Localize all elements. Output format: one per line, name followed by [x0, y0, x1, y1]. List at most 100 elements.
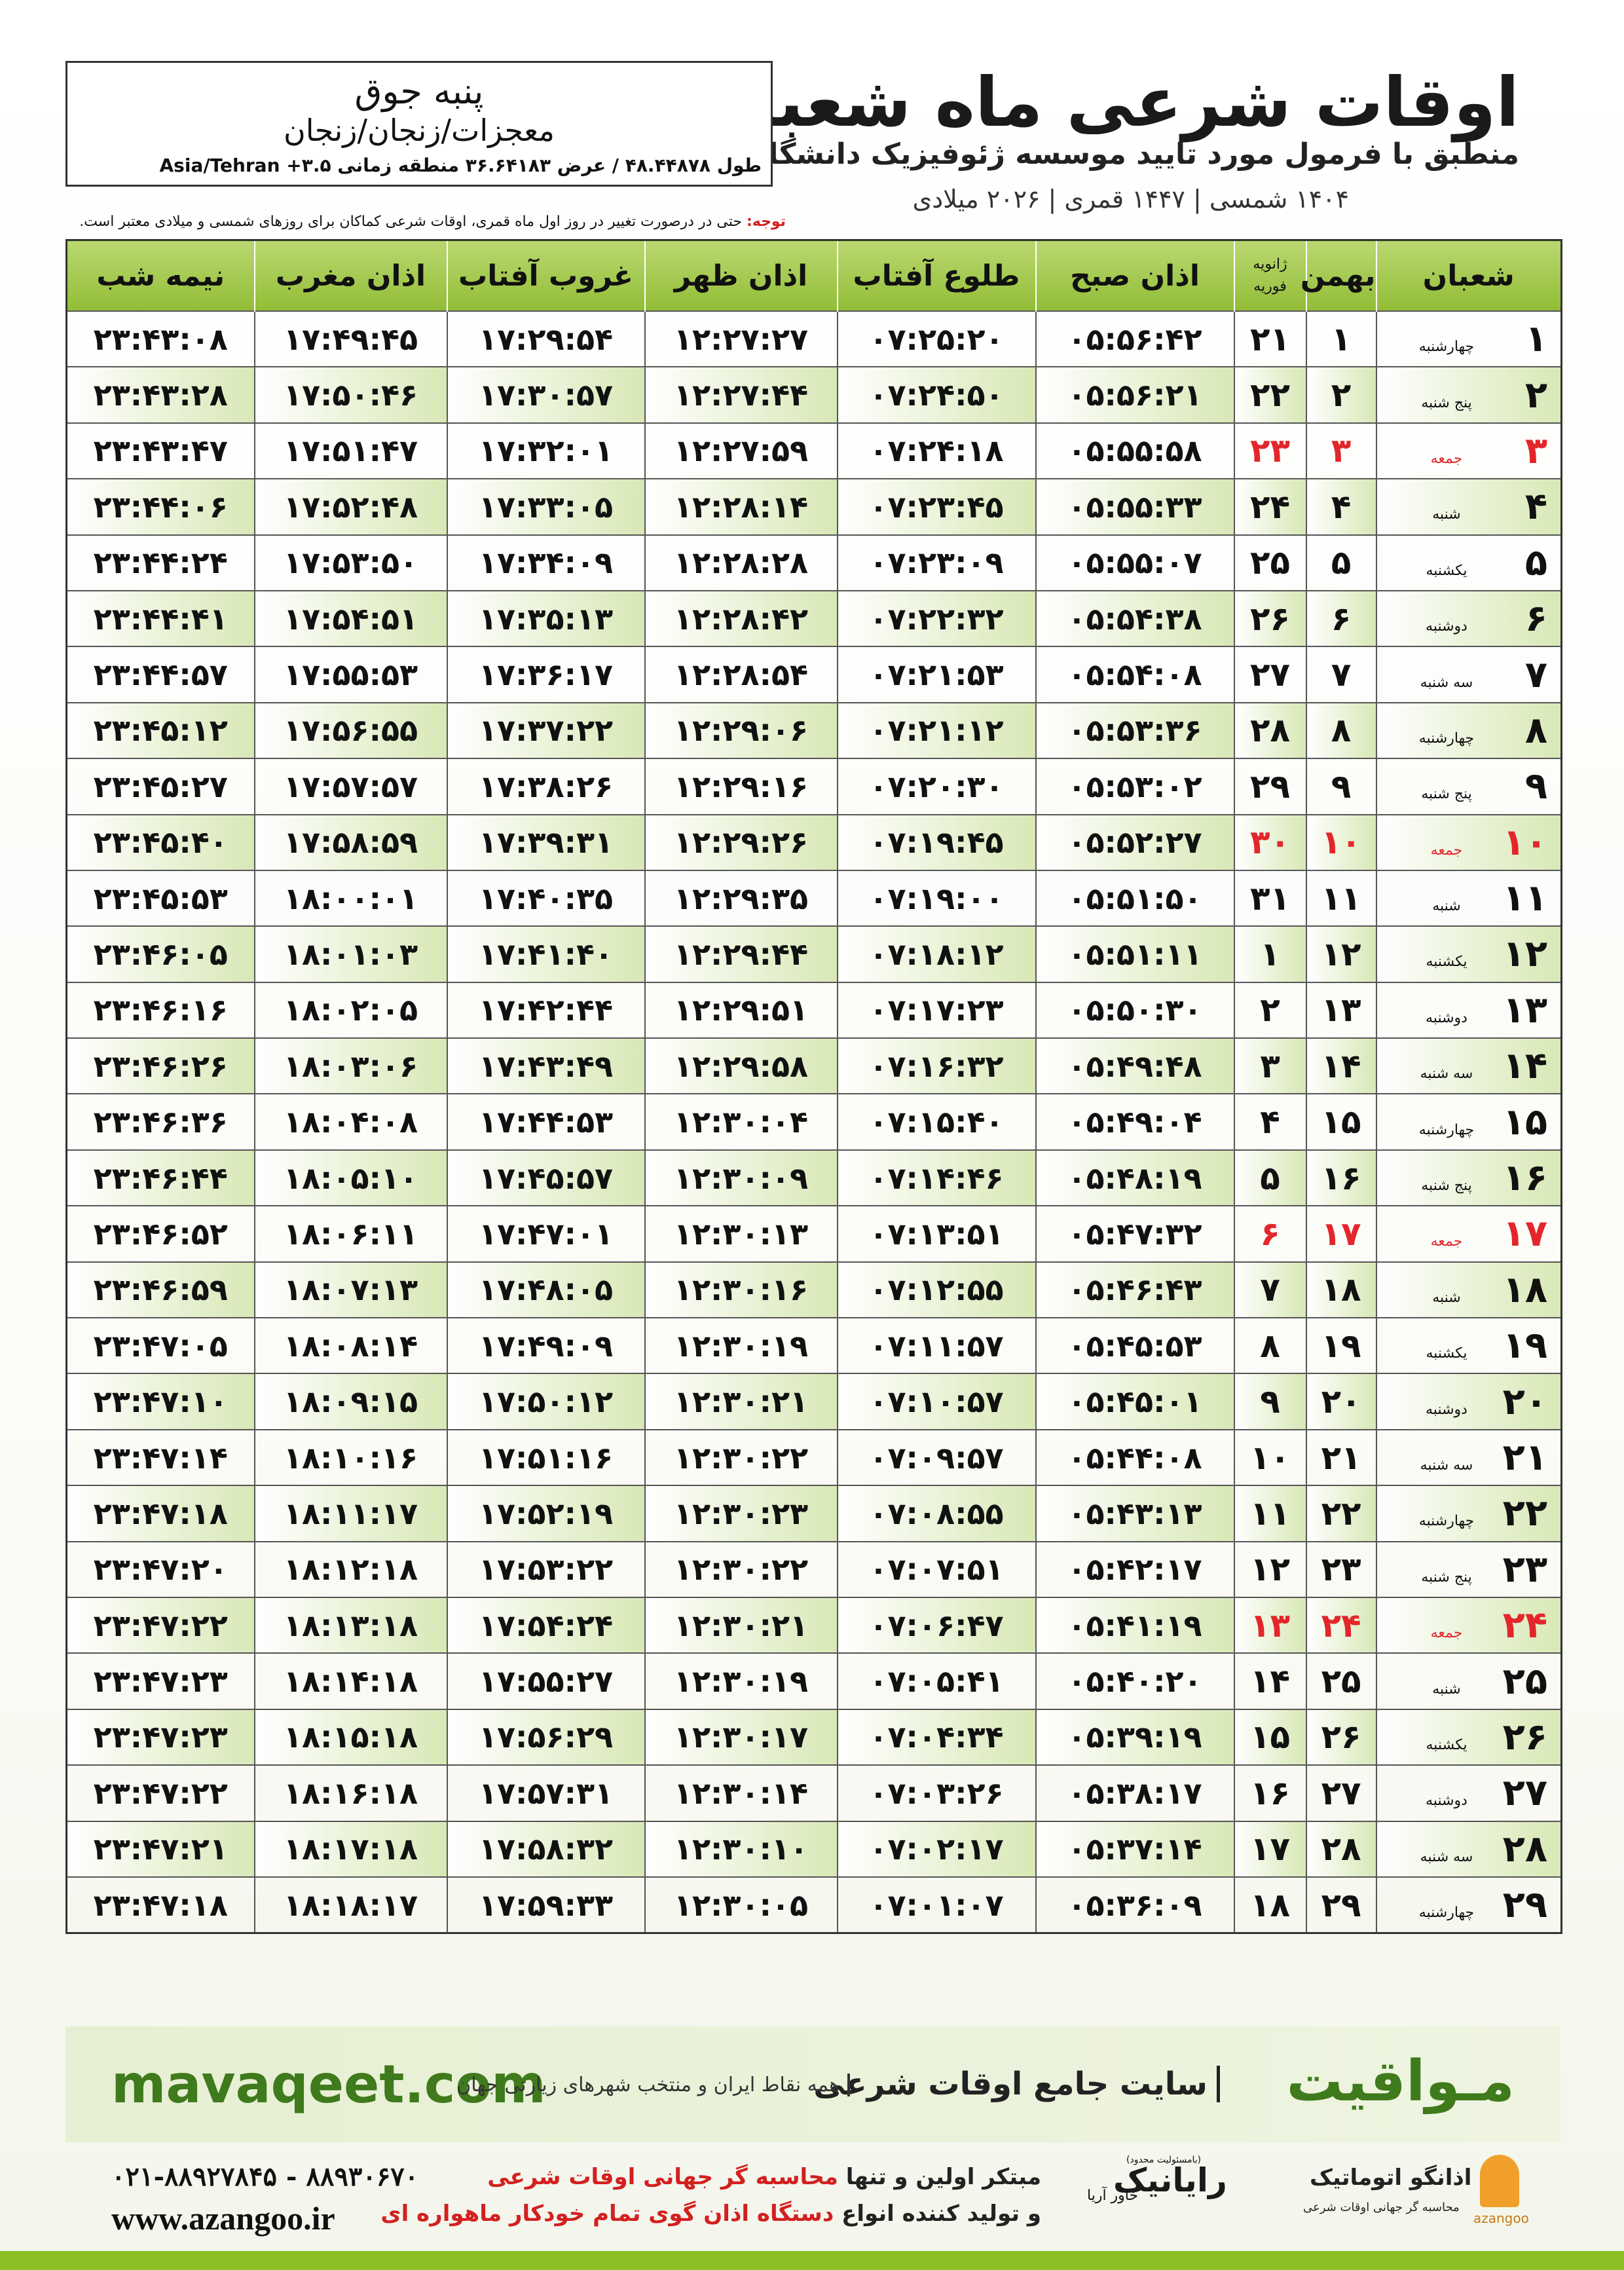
time-cell: ۰۵:۵۰:۳۰ — [1035, 981, 1235, 1039]
shaban-cell: ۱۶ پنج شنبه — [1375, 1149, 1562, 1207]
shaban-cell: ۲۵ شنبه — [1375, 1652, 1562, 1710]
day-cell: ۲۷ — [1233, 646, 1307, 703]
shaban-cell: ۱۱ شنبه — [1375, 869, 1562, 927]
time-cell: ۱۸:۱۸:۱۷ — [253, 1876, 448, 1934]
time-cell: ۱۷:۵۸:۳۲ — [446, 1820, 646, 1878]
time-cell: ۲۳:۴۶:۱۶ — [65, 981, 255, 1039]
time-cell: ۱۷:۳۴:۰۹ — [446, 534, 646, 591]
time-cell: ۱۷:۳۶:۱۷ — [446, 646, 646, 703]
dates: ۱۴۰۴ شمسی | ۱۴۴۷ قمری | ۲۰۲۶ میلادی — [912, 185, 1349, 214]
shaban-day: ۱۷ — [1502, 1212, 1547, 1256]
day-cell: ۱۸ — [1305, 1261, 1377, 1319]
shaban-day: ۲۱ — [1502, 1436, 1547, 1479]
weekday: پنج شنبه — [1421, 786, 1472, 803]
time-cell: ۰۵:۴۳:۱۳ — [1035, 1485, 1235, 1542]
web-url[interactable]: www.azangoo.ir — [111, 2200, 335, 2237]
table-row: ۲۲چهارشنبه ۲۲ ۱۱ ۰۵:۴۳:۱۳ ۰۷:۰۸:۵۵ ۱۲:۳۰:۲۳ ۱۷… — [65, 1485, 1562, 1542]
time-cell: ۰۵:۴۵:۵۳ — [1035, 1317, 1235, 1375]
time-cell: ۰۵:۳۷:۱۴ — [1035, 1820, 1235, 1878]
time-cell: ۰۵:۳۹:۱۹ — [1035, 1708, 1235, 1766]
time-cell: ۱۲:۳۰:۱۳ — [644, 1205, 838, 1263]
shaban-cell: ۵ یکشنبه — [1375, 534, 1562, 591]
shaban-day: ۲۵ — [1502, 1660, 1547, 1703]
day-cell: ۱ — [1305, 310, 1377, 368]
time-cell: ۱۷:۲۹:۵۴ — [446, 310, 646, 368]
time-cell: ۱۷:۵۰:۱۲ — [446, 1373, 646, 1430]
weekday: شنبه — [1432, 1289, 1461, 1306]
time-cell: ۱۲:۳۰:۱۷ — [644, 1708, 838, 1766]
shaban-cell: ۴ شنبه — [1375, 478, 1562, 536]
shaban-day: ۱۶ — [1502, 1157, 1547, 1200]
day-cell: ۲۲ — [1233, 366, 1307, 424]
time-cell: ۰۵:۴۴:۰۸ — [1035, 1428, 1235, 1487]
day-cell: ۱۰ — [1305, 813, 1377, 871]
time-cell: ۱۲:۳۰:۲۲ — [644, 1428, 838, 1487]
column-header-line: ژانویه — [1253, 256, 1287, 272]
time-cell: ۰۵:۴۹:۴۸ — [1035, 1037, 1235, 1095]
time-cell: ۰۷:۰۸:۵۵ — [836, 1485, 1037, 1542]
time-cell: ۱۷:۳۵:۱۳ — [446, 589, 646, 648]
table-row: ۲۰دوشنبه ۲۰ ۹ ۰۵:۴۵:۰۱ ۰۷:۱۰:۵۷ ۱۲:۳۰:۲۱ ۱۷:۵۰… — [65, 1373, 1562, 1430]
header-row: شعبان بهمن ژانویه فوریه اذان صبح طلوع آفتاب اذ… — [65, 240, 1562, 311]
table-row: ۱۴سه شنبه ۱۴ ۳ ۰۵:۴۹:۴۸ ۰۷:۱۶:۳۲ ۱۲:۲۹:۵۸ ۱۷:۴… — [65, 1037, 1562, 1095]
day-cell: ۲۸ — [1305, 1820, 1377, 1878]
time-cell: ۱۸:۱۲:۱۸ — [253, 1540, 448, 1598]
time-cell: ۲۳:۴۳:۴۷ — [65, 422, 255, 480]
time-cell: ۱۲:۲۹:۵۸ — [644, 1037, 838, 1095]
promo-highlight: دستگاه اذان گوی تمام خودکار ماهواره ای — [380, 2201, 834, 2227]
time-cell: ۱۷:۵۶:۲۹ — [446, 1708, 646, 1766]
shaban-cell: ۲ پنج شنبه — [1375, 366, 1562, 424]
time-cell: ۱۲:۲۷:۲۷ — [644, 310, 838, 368]
day-cell: ۲۸ — [1233, 701, 1307, 760]
time-cell: ۱۸:۰۹:۱۵ — [253, 1373, 448, 1430]
shaban-day: ۲۰ — [1502, 1380, 1547, 1423]
logo-rayanik: رایانیک — [1113, 2161, 1227, 2199]
time-cell: ۱۷:۴۰:۳۵ — [446, 869, 646, 927]
time-cell: ۲۳:۴۶:۵۹ — [65, 1261, 255, 1319]
location-name: پنبه جوق — [354, 71, 484, 112]
site-url[interactable]: mavaqeet.com — [111, 2054, 546, 2115]
logo-en: azangoo — [1473, 2210, 1529, 2226]
time-cell: ۱۸:۱۶:۱۸ — [253, 1764, 448, 1822]
time-cell: ۰۷:۰۷:۵۱ — [836, 1540, 1037, 1598]
time-cell: ۱۷:۴۵:۵۷ — [446, 1149, 646, 1207]
time-cell: ۰۵:۳۶:۰۹ — [1035, 1876, 1235, 1934]
table-row: ۱۹یکشنبه ۱۹ ۸ ۰۵:۴۵:۵۳ ۰۷:۱۱:۵۷ ۱۲:۳۰:۱۹ ۱۷:۴۹… — [65, 1317, 1562, 1375]
shaban-day: ۲۲ — [1502, 1492, 1547, 1535]
time-cell: ۱۷:۴۴:۵۳ — [446, 1093, 646, 1151]
weekday: یکشنبه — [1426, 1736, 1467, 1753]
weekday: یکشنبه — [1426, 954, 1467, 971]
column-header: شعبان — [1375, 240, 1562, 311]
day-cell: ۱۱ — [1233, 1485, 1307, 1542]
time-cell: ۱۸:۰۶:۱۱ — [253, 1205, 448, 1263]
time-cell: ۰۷:۲۴:۱۸ — [836, 422, 1037, 480]
day-cell: ۳۰ — [1233, 813, 1307, 871]
time-cell: ۱۲:۲۹:۱۶ — [644, 758, 838, 815]
time-cell: ۰۷:۱۹:۰۰ — [836, 869, 1037, 927]
location-coords: طول ۴۸.۴۴۸۷۸ / عرض ۳۶.۶۴۱۸۳ منطقه زمانی … — [159, 155, 762, 176]
time-cell: ۰۵:۴۷:۳۲ — [1035, 1205, 1235, 1263]
day-cell: ۱۹ — [1305, 1317, 1377, 1375]
table-row: ۷سه شنبه ۷ ۲۷ ۰۵:۵۴:۰۸ ۰۷:۲۱:۵۳ ۱۲:۲۸:۵۴ ۱۷:۳۶… — [65, 646, 1562, 703]
weekday: دوشنبه — [1426, 1793, 1467, 1810]
time-cell: ۲۳:۴۵:۵۳ — [65, 869, 255, 927]
day-cell: ۲۴ — [1305, 1596, 1377, 1654]
day-cell: ۲۶ — [1305, 1708, 1377, 1766]
shaban-cell: ۶ دوشنبه — [1375, 589, 1562, 648]
time-cell: ۰۵:۵۳:۰۲ — [1035, 758, 1235, 815]
shaban-day: ۹ — [1524, 765, 1547, 808]
day-cell: ۲۱ — [1305, 1428, 1377, 1487]
table-row: ۲پنج شنبه ۲ ۲۲ ۰۵:۵۶:۲۱ ۰۷:۲۴:۵۰ ۱۲:۲۷:۴۴ ۱۷:۳… — [65, 366, 1562, 424]
time-cell: ۱۲:۳۰:۱۹ — [644, 1317, 838, 1375]
day-cell: ۴ — [1233, 1093, 1307, 1151]
column-header: بهمن — [1301, 240, 1376, 311]
time-cell: ۲۳:۴۷:۲۳ — [65, 1652, 255, 1710]
column-header-line: فوریه — [1253, 278, 1287, 295]
weekday: سه شنبه — [1420, 674, 1473, 691]
day-cell: ۲۳ — [1305, 1540, 1377, 1598]
time-cell: ۲۳:۴۴:۲۴ — [65, 534, 255, 591]
time-cell: ۰۷:۲۱:۱۲ — [836, 701, 1037, 760]
time-cell: ۰۵:۵۲:۲۷ — [1035, 813, 1235, 871]
time-cell: ۰۷:۱۰:۵۷ — [836, 1373, 1037, 1430]
time-cell: ۱۲:۳۰:۱۴ — [644, 1764, 838, 1822]
